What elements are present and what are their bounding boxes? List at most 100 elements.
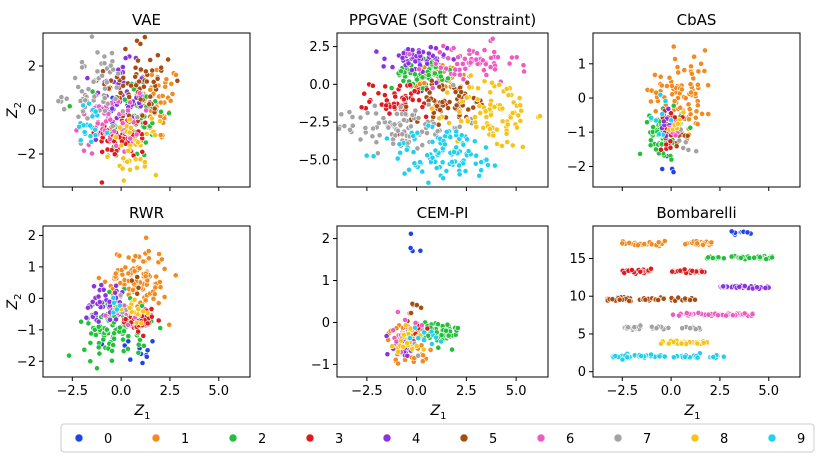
point-class-9 [433, 165, 440, 171]
point-class-7 [380, 115, 387, 122]
point-class-2 [763, 256, 770, 262]
subplots: −2 0 2 VAE Z2 2.5 0.0 −2.5 −5.0 PPGVAE (Soft Cons… [5, 11, 801, 422]
point-class-7 [419, 128, 425, 135]
point-class-9 [453, 128, 460, 135]
point-class-1 [686, 116, 692, 123]
point-class-3 [144, 320, 151, 327]
point-class-9 [659, 111, 666, 117]
point-class-1 [705, 111, 712, 117]
point-class-7 [414, 145, 421, 152]
points [604, 228, 776, 363]
point-class-4 [424, 60, 431, 67]
point-class-8 [481, 78, 488, 85]
point-class-9 [624, 354, 631, 361]
point-class-7 [82, 97, 89, 104]
point-class-5 [675, 294, 682, 301]
point-class-1 [652, 72, 658, 78]
point-class-2 [87, 358, 94, 365]
point-class-9 [682, 353, 688, 360]
legend-item-9: 9 [767, 432, 805, 447]
subplot-title: CEM-PI [417, 204, 469, 222]
point-class-6 [461, 56, 468, 62]
point-class-1 [172, 272, 179, 279]
y-tick-label: 0 [28, 292, 36, 307]
point-class-9 [447, 134, 454, 140]
point-class-4 [85, 304, 91, 311]
point-class-1 [635, 242, 641, 248]
point-class-8 [474, 96, 481, 103]
point-class-2 [650, 124, 656, 130]
point-class-1 [116, 252, 123, 259]
point-class-6 [513, 54, 520, 61]
legend-item-3: 3 [305, 432, 343, 447]
point-class-7 [397, 122, 404, 129]
point-class-1 [156, 251, 162, 257]
point-class-1 [167, 97, 174, 104]
point-class-6 [749, 311, 756, 317]
point-class-9 [394, 155, 401, 162]
point-class-9 [425, 122, 432, 129]
point-class-6 [394, 309, 401, 315]
point-class-8 [117, 124, 123, 131]
point-class-4 [427, 44, 434, 51]
point-class-3 [407, 82, 413, 88]
point-class-4 [113, 282, 119, 289]
points [637, 43, 712, 175]
point-class-1 [694, 121, 701, 127]
point-class-9 [104, 129, 110, 136]
point-class-3 [409, 97, 416, 103]
point-class-2 [103, 326, 110, 333]
point-class-9 [638, 353, 645, 359]
point-class-5 [692, 296, 698, 303]
point-class-4 [95, 318, 102, 325]
axes-frame [592, 225, 801, 378]
point-class-7 [79, 59, 85, 65]
point-class-0 [744, 229, 751, 236]
point-class-6 [683, 310, 690, 316]
point-class-6 [487, 64, 494, 70]
point-class-2 [109, 357, 115, 364]
point-class-8 [466, 84, 473, 91]
point-class-5 [470, 104, 477, 111]
point-class-5 [452, 89, 459, 95]
point-class-2 [142, 139, 149, 146]
point-class-0 [127, 356, 134, 363]
point-class-8 [133, 164, 140, 171]
point-class-3 [392, 93, 399, 100]
point-class-0 [143, 353, 150, 360]
point-class-2 [670, 102, 677, 109]
point-class-8 [400, 343, 406, 350]
point-class-5 [655, 297, 661, 303]
point-class-4 [754, 284, 760, 291]
point-class-6 [127, 135, 134, 142]
point-class-8 [505, 92, 512, 98]
point-class-5 [453, 102, 460, 109]
point-class-1 [687, 81, 694, 88]
point-class-8 [678, 340, 685, 347]
point-class-5 [446, 99, 453, 105]
point-class-0 [125, 338, 132, 345]
point-class-1 [648, 98, 654, 105]
point-class-1 [131, 268, 138, 275]
point-class-9 [401, 170, 408, 177]
legend-box [60, 423, 815, 453]
point-class-6 [440, 43, 447, 49]
point-class-7 [336, 125, 342, 132]
point-class-5 [137, 41, 144, 47]
point-class-7 [79, 88, 85, 95]
point-class-6 [473, 56, 480, 63]
point-class-1 [652, 108, 659, 115]
point-class-9 [670, 354, 677, 361]
point-class-3 [629, 267, 635, 273]
point-class-7 [409, 112, 416, 118]
point-class-1 [655, 239, 662, 246]
point-class-8 [467, 72, 474, 79]
legend-marker [767, 433, 777, 443]
point-class-2 [110, 342, 117, 348]
point-class-8 [143, 130, 150, 137]
x-tick-label: 2.5 [456, 384, 477, 399]
point-class-0 [670, 169, 677, 175]
point-class-3 [669, 268, 676, 275]
point-class-3 [140, 332, 147, 339]
point-class-5 [403, 103, 409, 110]
